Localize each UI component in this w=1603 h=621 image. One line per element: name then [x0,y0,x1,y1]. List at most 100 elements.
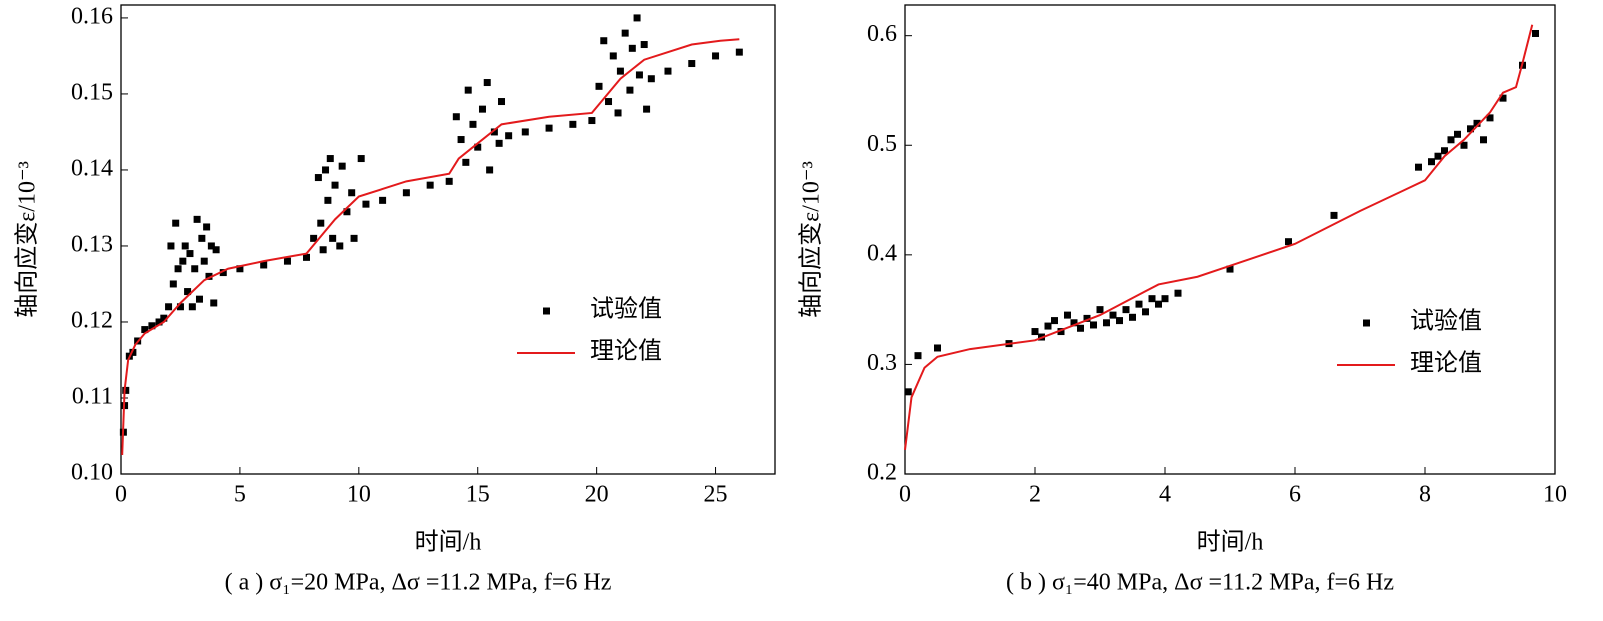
data-point [647,75,655,83]
data-point [1454,130,1461,138]
data-point [1447,136,1455,144]
data-point [505,132,513,140]
data-point [1142,308,1149,316]
data-point [326,155,334,163]
data-point [628,44,636,52]
data-point [169,280,177,288]
data-point [203,223,211,231]
data-point [426,181,434,189]
data-point [1532,29,1539,37]
data-point [588,117,596,125]
data-point [1428,158,1435,166]
data-point [688,60,696,68]
data-point [609,52,617,60]
data-point [1434,152,1442,160]
data-point [193,215,201,223]
data-point [633,14,641,22]
data-point [1103,319,1110,327]
data-point [1129,313,1136,321]
x-axis-label: 时间/h [1197,529,1264,556]
data-point [148,322,156,330]
data-point [626,86,634,94]
y-tick-label: 0.15 [71,79,113,105]
data-point [545,124,553,132]
data-point [319,246,327,254]
data-point [348,189,356,197]
data-point [1122,306,1130,314]
data-point [329,234,337,242]
data-point [1155,300,1162,308]
y-axis-label: 轴向应变ε/10⁻³ [14,161,41,318]
data-point [176,303,184,311]
x-tick-label: 0 [899,482,911,508]
data-point [1480,136,1487,144]
data-point [179,257,187,265]
data-point [614,109,622,117]
x-tick-label: 10 [347,482,371,508]
data-point [1148,295,1156,303]
data-point [605,98,613,106]
legend-label: 理论值 [1410,350,1482,377]
data-point [210,299,218,307]
data-point [462,158,470,166]
data-point [1460,141,1468,149]
data-point [643,105,651,113]
data-point [1174,289,1182,297]
data-point [129,348,137,356]
y-tick-label: 0.6 [867,21,897,47]
data-point [1077,324,1084,332]
data-point [167,242,175,250]
data-point [219,269,227,277]
data-point [1057,328,1065,336]
data-point [490,128,498,136]
y-tick-label: 0.13 [71,231,113,257]
data-point [1415,163,1422,171]
data-point [640,41,648,49]
data-point [616,67,624,75]
data-point [1083,314,1091,322]
data-point [1044,322,1052,330]
y-tick-label: 0.12 [71,307,113,333]
data-point [452,113,460,121]
legend-marker [1363,319,1370,327]
data-point [195,295,203,303]
data-point [186,250,194,258]
data-point [1161,295,1169,303]
plot-frame [904,4,1556,475]
data-point [457,136,465,144]
data-point [934,344,941,352]
data-point [317,219,325,227]
data-point [469,120,477,128]
x-tick-label: 6 [1289,482,1301,508]
data-point [1330,211,1338,219]
data-point [322,166,330,174]
data-point [174,265,182,273]
data-point [735,48,743,56]
data-point [200,257,208,265]
y-tick-label: 0.10 [71,460,113,486]
data-point [207,242,215,250]
data-point [283,257,291,265]
data-point [1031,328,1039,336]
data-point [191,265,199,273]
x-tick-label: 8 [1419,482,1431,508]
data-point [205,272,213,280]
data-point [569,120,577,128]
data-point [1499,94,1507,102]
y-tick-label: 0.14 [71,155,113,181]
data-point [664,67,672,75]
data-point [464,86,472,94]
data-point [324,196,332,204]
data-point [236,265,244,273]
legend-marker [543,307,550,315]
x-tick-label: 10 [1543,482,1567,508]
x-tick-label: 0 [115,482,127,508]
data-point [343,208,351,216]
data-point [155,318,163,326]
data-point [188,303,196,311]
data-point [181,242,189,250]
y-tick-label: 0.4 [867,240,897,266]
x-axis-label: 时间/h [415,529,482,556]
data-point [122,386,130,394]
theory-line [904,24,1534,451]
